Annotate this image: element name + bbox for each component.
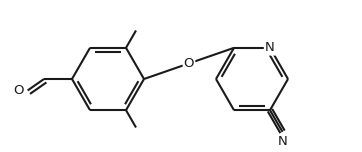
Text: N: N [278, 135, 287, 148]
Text: O: O [13, 84, 24, 97]
Text: O: O [184, 57, 194, 70]
Text: N: N [265, 41, 275, 54]
